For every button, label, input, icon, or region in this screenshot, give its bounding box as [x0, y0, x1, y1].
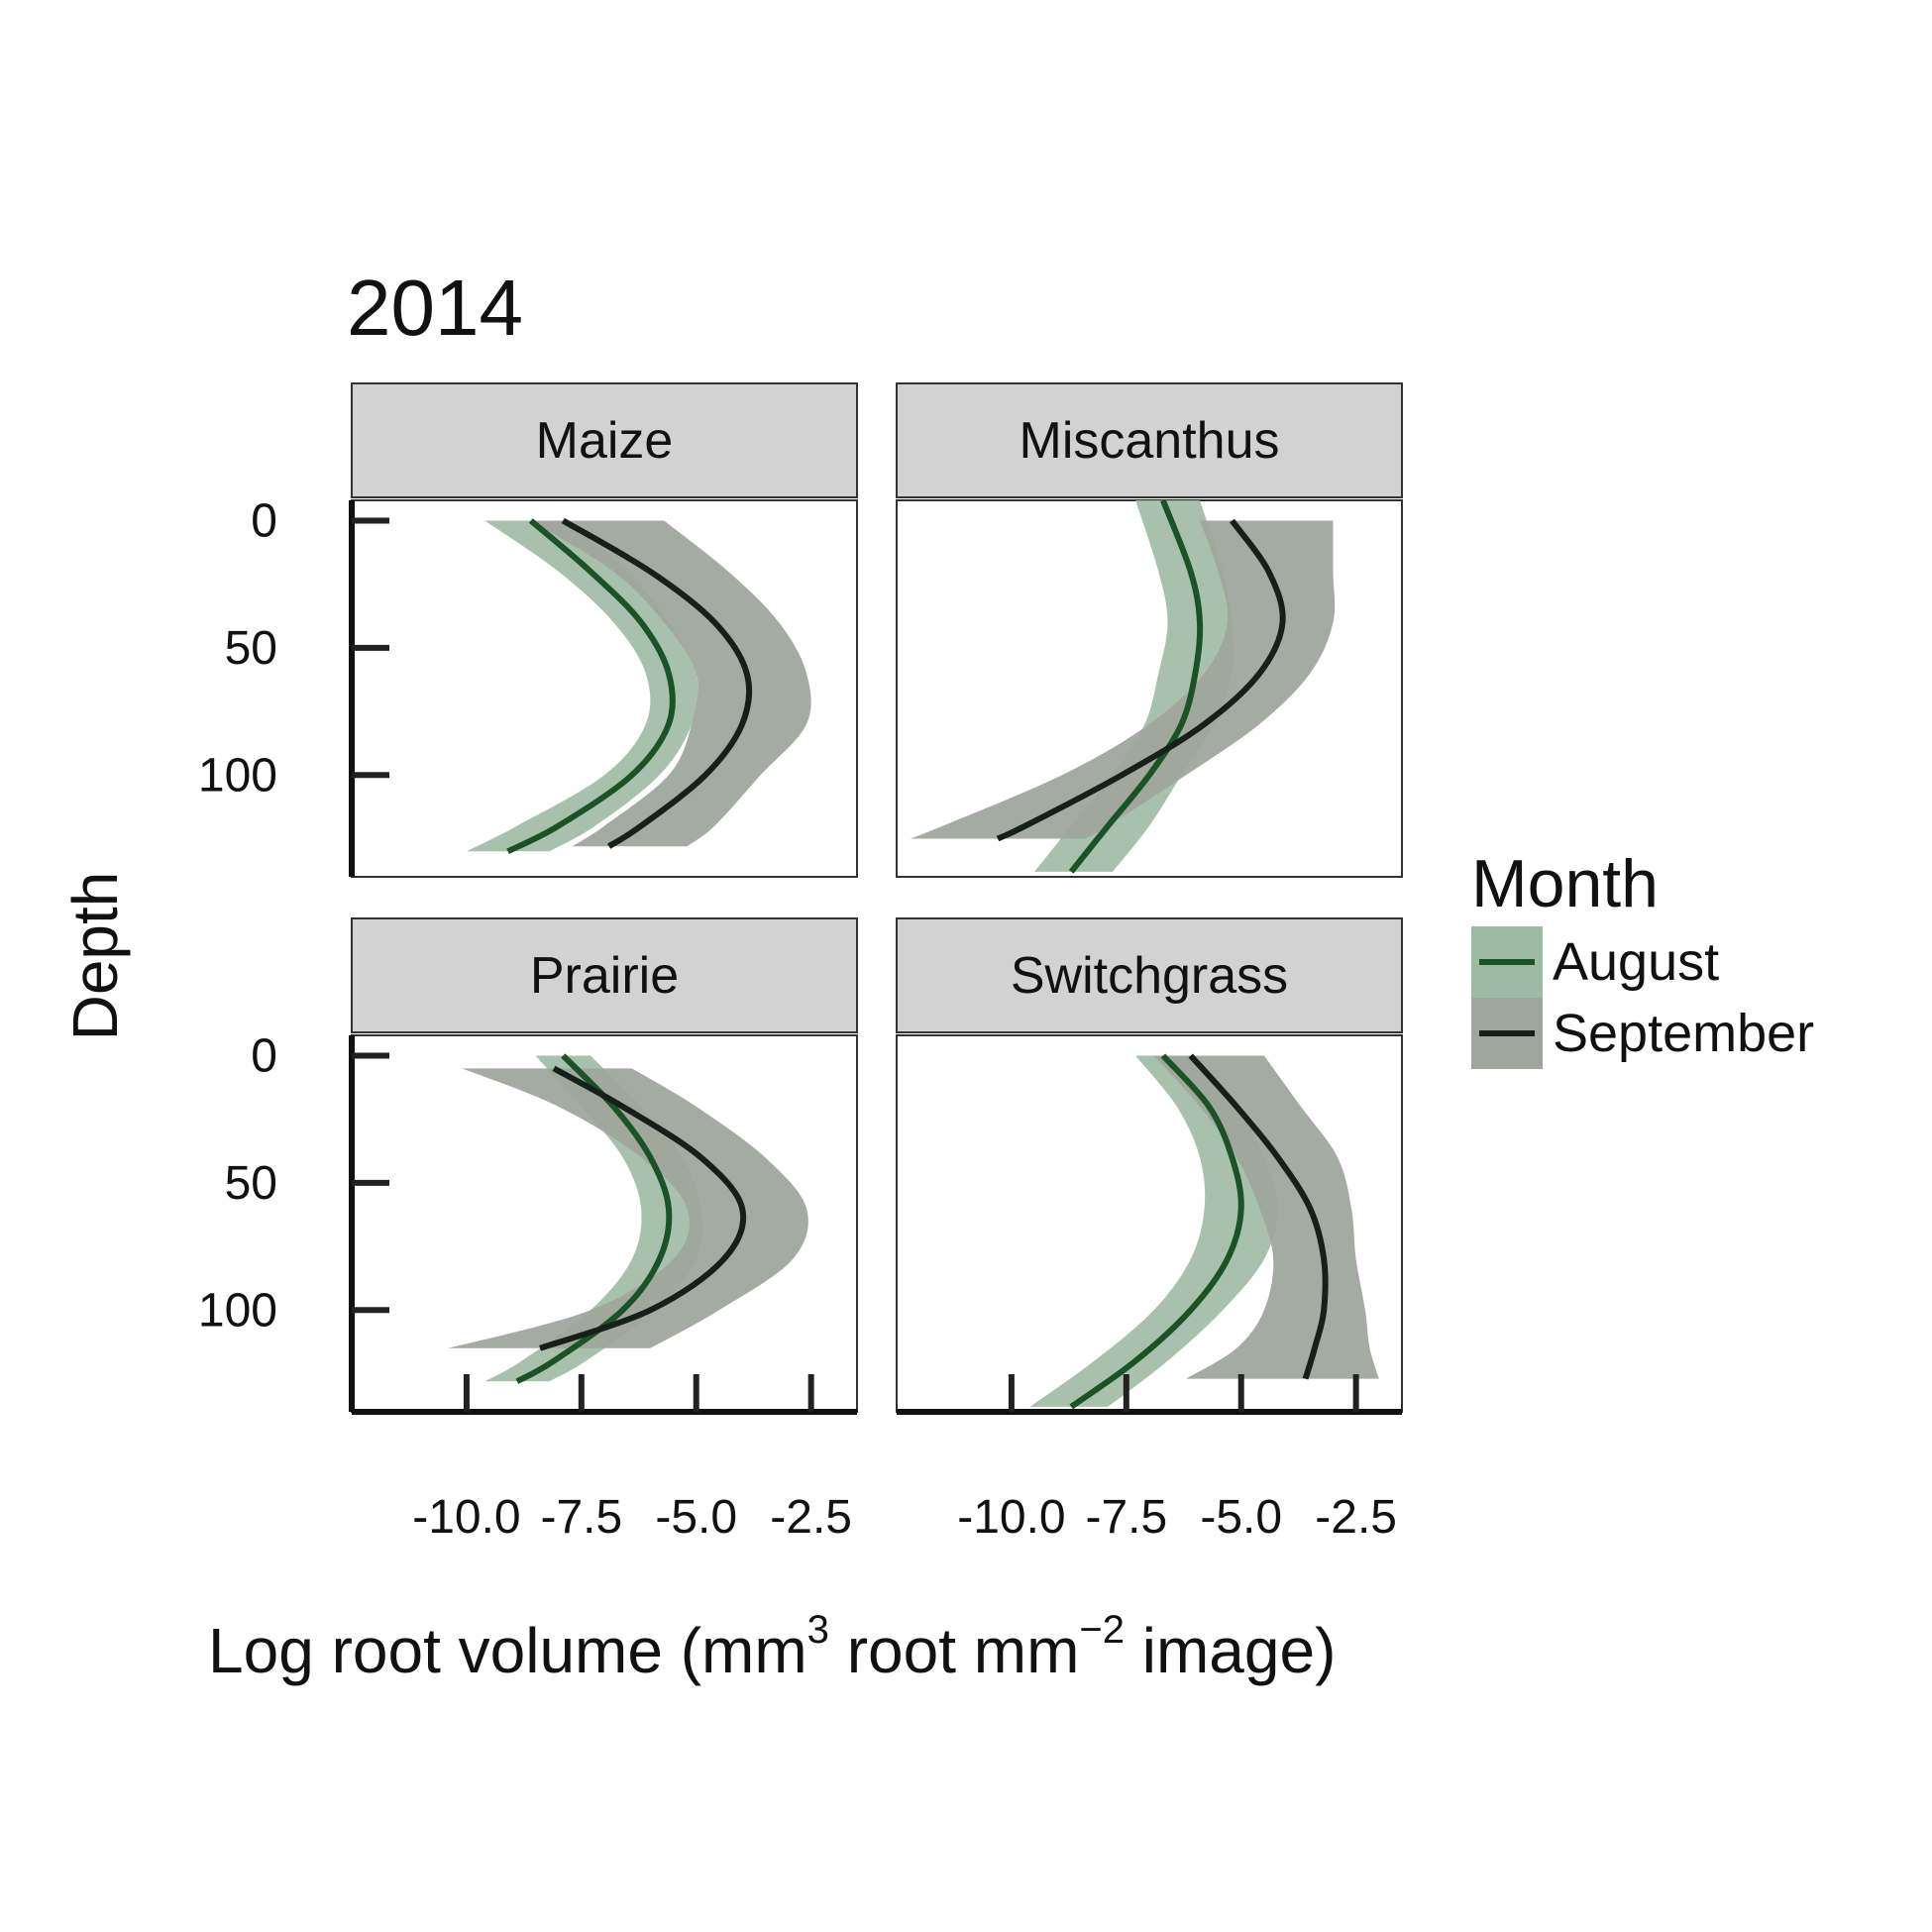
plot-area-maize — [466, 517, 811, 854]
line-maize-september — [561, 517, 753, 849]
y-axis-title: Depth — [59, 872, 131, 1041]
axes: 0 50 100 0 50 100 -10.0 -7.5 -5.0 -2.5 -10.0 -7.5 -5… — [198, 495, 1402, 1544]
band-prairie-september — [448, 1068, 808, 1348]
strip-switchgrass — [896, 917, 1403, 1033]
x-tick-label-switchgrass-2: -5.0 — [1200, 1491, 1282, 1544]
legend-label-september: September — [1553, 1004, 1814, 1063]
panel-maize: Maize — [351, 382, 858, 878]
panel-switchgrass: Switchgrass — [896, 917, 1403, 1413]
plot-area-switchgrass — [1029, 1053, 1379, 1410]
chart-title: 2014 — [347, 264, 523, 352]
x-title-part-b: root mm — [829, 1615, 1079, 1686]
x-tick-label-prairie-3: -2.5 — [770, 1491, 852, 1544]
band-maize-september — [530, 520, 811, 847]
legend: Month August September — [1471, 846, 1814, 1069]
legend-label-august: August — [1553, 932, 1719, 992]
strip-label-switchgrass: Switchgrass — [1011, 947, 1288, 1005]
y-tick-label-maize-0: 0 — [251, 495, 277, 548]
line-prairie-august — [515, 1053, 673, 1384]
y-tick-label-maize-100: 100 — [198, 749, 277, 802]
line-miscanthus-august — [1068, 500, 1204, 874]
panel-miscanthus: Miscanthus — [896, 382, 1403, 878]
strip-maize — [351, 382, 858, 498]
y-tick-label-prairie-0: 0 — [251, 1030, 277, 1083]
y-tick-label-prairie-50: 50 — [225, 1157, 277, 1210]
band-switchgrass-august — [1029, 1055, 1278, 1407]
line-miscanthus-september — [996, 518, 1286, 842]
x-title-part-a: Log root volume (mm — [208, 1615, 807, 1686]
plot-area-miscanthus — [910, 500, 1336, 874]
band-miscanthus-september — [910, 520, 1336, 839]
x-tick-label-prairie-0: -10.0 — [412, 1491, 520, 1544]
x-title-sup-2: −2 — [1079, 1608, 1125, 1652]
line-switchgrass-august — [1069, 1053, 1244, 1410]
x-axis-title: Log root volume (mm3 root mm−2 image) — [208, 1608, 1336, 1686]
legend-title: Month — [1471, 846, 1659, 921]
x-tick-label-switchgrass-0: -10.0 — [957, 1491, 1065, 1544]
band-miscanthus-august — [1034, 500, 1234, 872]
line-switchgrass-september — [1188, 1053, 1329, 1380]
strip-prairie — [351, 917, 858, 1033]
strip-label-maize: Maize — [536, 412, 674, 470]
plot-area-prairie — [448, 1053, 808, 1384]
x-title-sup-1: 3 — [807, 1608, 829, 1652]
facet-panels: Maize Miscanthus Prairie Switchgrass — [351, 382, 1403, 1413]
x-tick-label-switchgrass-1: -7.5 — [1085, 1491, 1167, 1544]
strip-miscanthus — [896, 382, 1403, 498]
strip-label-miscanthus: Miscanthus — [1020, 412, 1280, 470]
strip-label-prairie: Prairie — [530, 947, 679, 1005]
y-tick-label-prairie-100: 100 — [198, 1284, 277, 1337]
panel-prairie: Prairie — [351, 917, 858, 1413]
y-tick-label-maize-50: 50 — [225, 622, 277, 675]
line-prairie-september — [539, 1065, 747, 1351]
line-maize-august — [506, 518, 676, 854]
x-tick-label-prairie-2: -5.0 — [655, 1491, 737, 1544]
x-title-part-c: image) — [1125, 1615, 1336, 1686]
x-tick-label-prairie-1: -7.5 — [540, 1491, 622, 1544]
x-tick-label-switchgrass-3: -2.5 — [1315, 1491, 1397, 1544]
